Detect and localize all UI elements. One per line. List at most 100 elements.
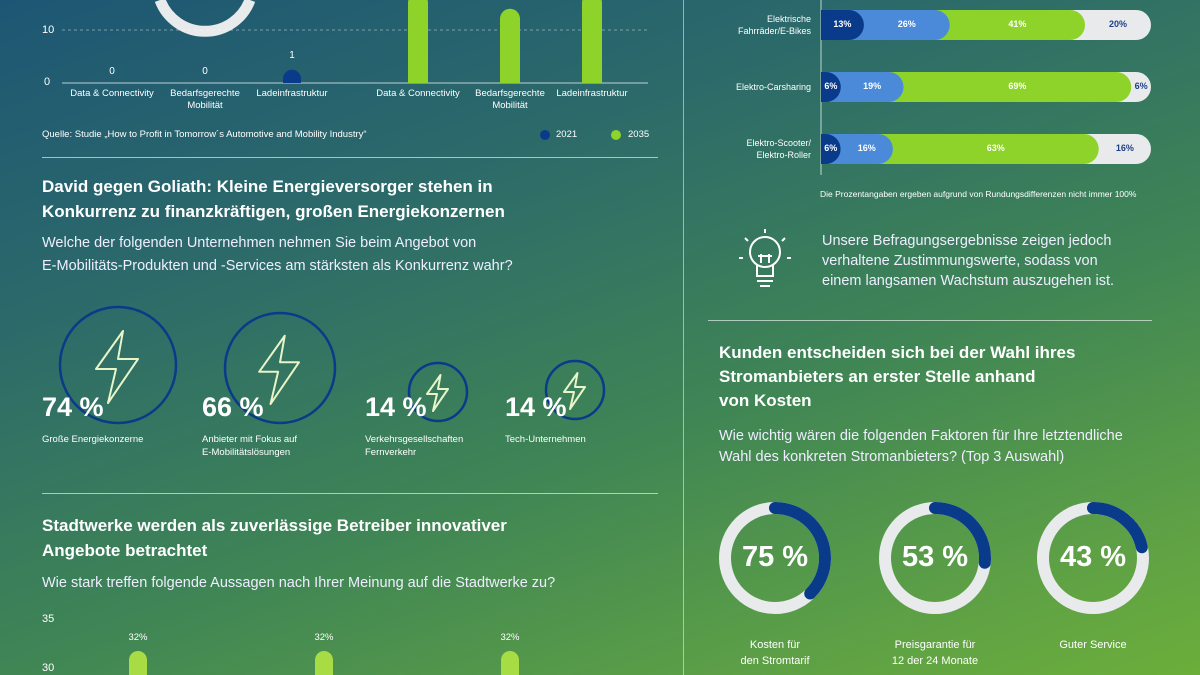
donut-percent: 53 % (901, 541, 969, 573)
divider (42, 493, 658, 494)
competitor-percent: 66 % (202, 392, 264, 422)
category-label: Data & Connectivity (70, 88, 154, 99)
section2-title-line2: Angebote betrachtet (42, 541, 208, 560)
section2-question: Wie stark treffen folgende Aussagen nach… (42, 575, 556, 591)
segment-label: 6% (824, 143, 838, 153)
donut-label: den Stromtarif (740, 655, 810, 667)
y-tick-30: 30 (42, 662, 55, 674)
section1-title-line1: David gegen Goliath: Kleine Energieverso… (42, 177, 493, 196)
value-label: 32% (500, 632, 520, 643)
competitor-label: Tech-Unternehmen (505, 434, 586, 445)
donut-percent: 43 % (1059, 541, 1127, 573)
donut-value-arc (879, 502, 991, 614)
y-tick-35: 35 (42, 613, 55, 625)
competitor-percent: 14 % (365, 392, 427, 422)
bar-2035 (582, 0, 602, 83)
section2-title-line1: Stadtwerke werden als zuverlässige Betre… (42, 516, 507, 535)
donut-label: Preisgarantie für (894, 639, 976, 651)
segment-label: 26% (897, 19, 916, 29)
value-label-2021: 0 (202, 66, 208, 77)
stacked-segment (821, 72, 841, 102)
section3-question-line1: Wie wichtig wären die folgenden Faktoren… (719, 428, 1123, 444)
y-tick-0: 0 (44, 76, 51, 88)
lightbulb-icon (739, 229, 791, 259)
segment-label: 13% (833, 19, 852, 29)
section1-title-line2: Konkurrenz zu finanzkräftigen, großen En… (42, 202, 505, 221)
category-label: Ladeinfrastruktur (556, 88, 628, 99)
competitor-label: Große Energiekonzerne (42, 434, 144, 445)
bar-stadtwerke (315, 651, 333, 675)
competitor-label: Verkehrsgesellschaften (365, 434, 464, 445)
value-label: 32% (314, 632, 334, 643)
donut-ring-partial (154, 0, 256, 37)
column-divider (683, 0, 684, 675)
donut-label: Guter Service (1059, 639, 1127, 651)
value-label: 32% (128, 632, 148, 643)
category-label: Ladeinfrastruktur (256, 88, 328, 99)
competitor-circle (544, 359, 606, 421)
donut-percent: 75 % (741, 541, 809, 573)
competitor-circle (223, 311, 337, 425)
category-label: Bedarfsgerechte Mobilität (170, 88, 240, 111)
segment-label: 19% (863, 81, 882, 91)
row-label: Elektrische (766, 14, 811, 24)
lightbulb-icon (756, 254, 774, 287)
row-label: Elektro-Carsharing (735, 82, 811, 92)
bar-stadtwerke (129, 651, 147, 675)
bar-2035 (408, 0, 428, 83)
legend-2035-marker (611, 130, 621, 140)
section1-question-line1: Welche der folgenden Unternehmen nehmen … (42, 235, 477, 251)
value-label-2021: 0 (109, 66, 115, 77)
insight-line3: einem langsamen Wachstum auszugehen ist. (822, 273, 1115, 289)
donut-label: Kosten für (749, 639, 801, 651)
rounding-note: Die Prozentangaben ergeben aufgrund von … (820, 189, 1137, 199)
stacked-segment (821, 72, 904, 102)
competitor-label: Fernverkehr (365, 447, 417, 458)
divider (42, 157, 658, 158)
stacked-segment (821, 134, 841, 164)
insight-line2: verhaltene Zustimmungswerte, sodass von (822, 253, 1098, 269)
category-label: Data & Connectivity (376, 88, 460, 99)
source-note: Quelle: Studie „How to Profit in Tomorro… (42, 129, 367, 140)
lightbulb-icon (749, 236, 781, 268)
section3-question-line2: Wahl des konkreten Stromanbieters? (Top … (719, 449, 1065, 465)
stacked-segment (821, 134, 893, 164)
section1-question-line2: E-Mobilitäts-Produkten und -Services am … (42, 258, 513, 274)
row-label: Elektro-Scooter/ (746, 138, 811, 148)
segment-label: 63% (986, 143, 1005, 153)
insight-line1: Unsere Befragungsergebnisse zeigen jedoc… (822, 233, 1112, 249)
segment-label: 69% (1008, 81, 1027, 91)
donut-value-arc (1037, 502, 1149, 614)
donut-value-arc (719, 502, 831, 614)
competitor-circle (407, 361, 469, 423)
segment-label: 6% (824, 81, 838, 91)
divider (708, 320, 1152, 321)
competitor-circle (58, 305, 178, 425)
competitor-label: E-Mobilitätslösungen (202, 447, 291, 458)
section3-title-line1: Kunden entscheiden sich bei der Wahl ihr… (719, 343, 1076, 362)
legend-2021-marker (540, 130, 550, 140)
legend-2035: 2035 (628, 129, 650, 140)
lightning-icon (95, 330, 139, 404)
section3-title-line3: von Kosten (719, 391, 812, 410)
segment-label: 16% (857, 143, 876, 153)
value-label-2021: 1 (289, 49, 295, 61)
competitor-percent: 14 % (505, 392, 567, 422)
segment-label: 6% (1134, 81, 1148, 91)
bar-2035 (500, 8, 520, 83)
segment-label: 16% (1115, 143, 1134, 153)
donut-label: 12 der 24 Monate (891, 655, 979, 667)
row-label: Fahrräder/E-Bikes (737, 26, 811, 36)
lightning-icon (258, 334, 300, 406)
lightning-icon (563, 372, 586, 410)
y-tick-10: 10 (42, 24, 55, 36)
legend-2021: 2021 (556, 129, 578, 140)
segment-label: 20% (1108, 19, 1127, 29)
competitor-label: Anbieter mit Fokus auf (202, 434, 298, 445)
stacked-segment (821, 10, 864, 40)
row-label: Elektro-Roller (756, 150, 811, 160)
section3-title-line2: Stromanbieters an erster Stelle anhand (719, 367, 1036, 386)
competitor-percent: 74 % (42, 392, 104, 422)
category-label: Bedarfsgerechte Mobilität (475, 88, 545, 111)
